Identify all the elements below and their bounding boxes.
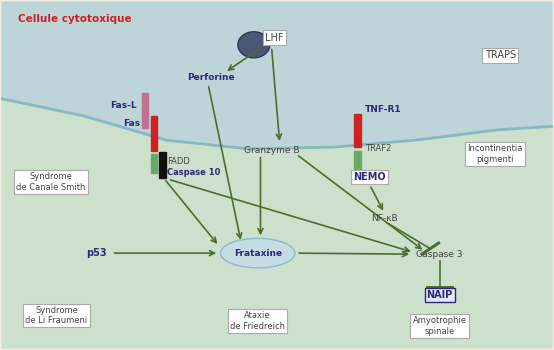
Polygon shape — [2, 99, 552, 349]
Text: Caspase 10: Caspase 10 — [167, 168, 220, 177]
Text: Perforine: Perforine — [187, 73, 235, 82]
Bar — [354, 151, 361, 177]
Text: TNF-R1: TNF-R1 — [365, 105, 402, 113]
Bar — [354, 114, 361, 147]
Text: Caspase 3: Caspase 3 — [417, 250, 463, 259]
Text: NEMO: NEMO — [353, 172, 386, 182]
Text: Fas: Fas — [123, 119, 140, 128]
Text: TRAPS: TRAPS — [485, 50, 516, 60]
Text: LHF: LHF — [265, 33, 284, 43]
Text: p53: p53 — [86, 248, 106, 258]
Ellipse shape — [220, 238, 295, 268]
Bar — [159, 153, 166, 178]
Ellipse shape — [238, 32, 270, 58]
Text: Amyotrophie
spinale: Amyotrophie spinale — [413, 316, 466, 336]
Text: TRAF2: TRAF2 — [365, 145, 392, 153]
Bar — [151, 116, 157, 151]
Text: Granzyme B: Granzyme B — [244, 146, 299, 155]
Text: Syndrome
de Canale Smith: Syndrome de Canale Smith — [16, 172, 86, 192]
Text: Syndrome
de Li Fraumeni: Syndrome de Li Fraumeni — [25, 306, 88, 326]
Polygon shape — [2, 1, 552, 149]
Bar — [151, 154, 157, 173]
Text: NF-κB: NF-κB — [371, 214, 398, 223]
Bar — [142, 93, 148, 128]
Text: Frataxine: Frataxine — [234, 248, 282, 258]
Text: Cellule cytotoxique: Cellule cytotoxique — [18, 14, 131, 23]
Text: Ataxie
de Friedreich: Ataxie de Friedreich — [230, 311, 285, 330]
Text: Incontinentia
pigmenti: Incontinentia pigmenti — [467, 145, 522, 164]
Text: Fas-L: Fas-L — [110, 101, 136, 110]
Text: NAIP: NAIP — [427, 290, 453, 300]
Text: FADD: FADD — [167, 156, 189, 166]
